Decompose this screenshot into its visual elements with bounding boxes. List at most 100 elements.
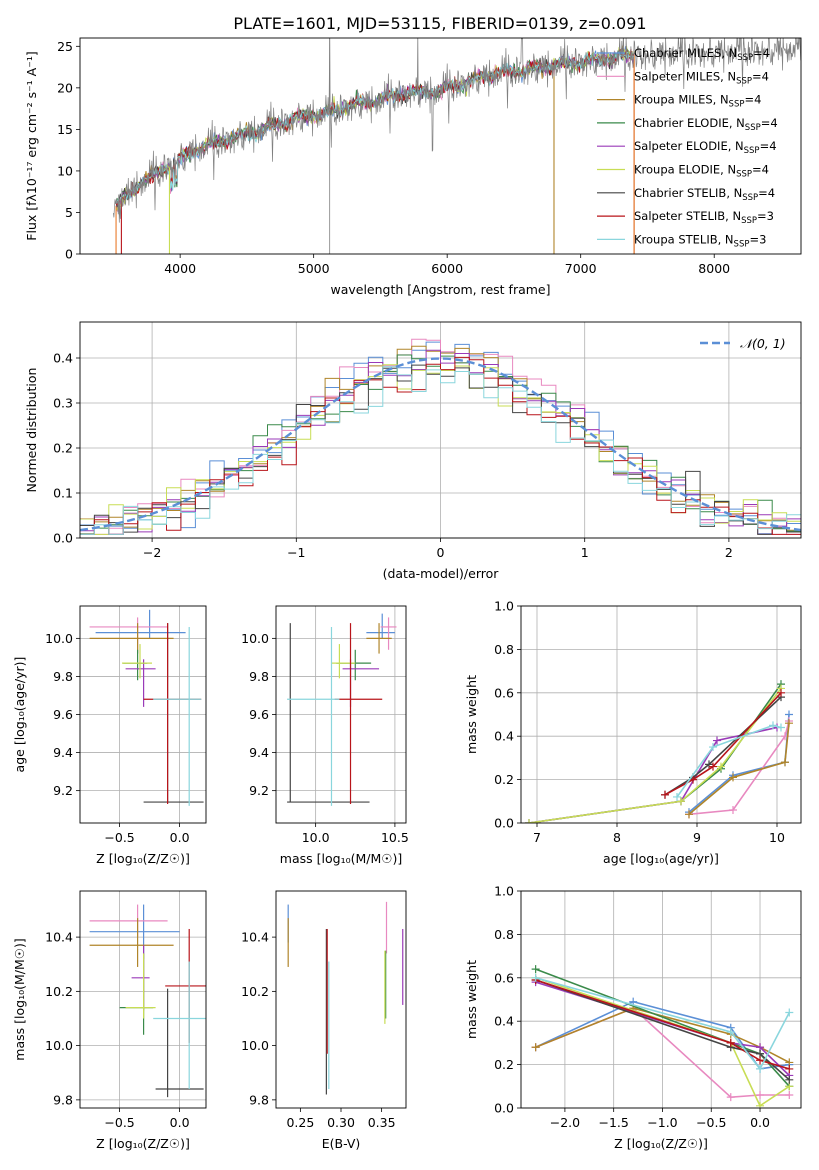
spectrum-ytick-label: 20 (57, 80, 73, 95)
massweight_vs_Z-xtick-label: −0.5 (696, 1115, 726, 1130)
spectrum-xtick-label: 5000 (298, 261, 330, 276)
age_vs_Z-ylabel: age [log₁₀(age/yr)] (12, 657, 27, 773)
age_vs_Z-ytick-label: 9.2 (53, 783, 73, 798)
massweight_vs_Z-frame (520, 890, 802, 1109)
mass_vs_Z-point-kroupa_elodie (125, 953, 156, 1019)
mass_vs_ebv-ytick-label: 10.2 (241, 984, 269, 999)
age_vs_mass-point-kroupa_elodie (331, 644, 356, 679)
residuals-ylabel: Normed distribution (24, 368, 39, 493)
massweight_vs_age-marker (777, 688, 785, 697)
massweight_vs_Z-marker (531, 973, 540, 982)
massweight_vs_age-line-kroupa_stelib (673, 721, 785, 801)
massweight_vs_age-marker (661, 790, 669, 799)
residuals-ytick-label: 0.0 (53, 531, 73, 546)
massweight_vs_age-marker (677, 797, 685, 806)
residuals-ytick-label: 0.2 (53, 441, 73, 456)
massweight_vs_Z-marker (785, 1090, 794, 1099)
massweight_vs_age-ytick-label: 0.2 (494, 772, 514, 787)
spectrum-observed-data (113, 38, 801, 223)
mass_vs_ebv-xtick-label: 0.25 (286, 1115, 314, 1130)
residuals-xlabel: (data-model)/error (383, 566, 500, 581)
age_vs_Z-point-chabrier_stelib (143, 623, 204, 803)
massweight_vs_Z-marker (785, 1075, 794, 1084)
mass_vs_Z-ytick-label: 10.2 (45, 984, 73, 999)
age_vs_mass-xtick-label: 10.0 (302, 830, 330, 845)
massweight_vs_age-marker (769, 721, 777, 730)
massweight_vs_age-marker (785, 719, 793, 728)
residual-hist-kroupa_stelib (80, 366, 801, 535)
massweight_vs_Z-marker (756, 1064, 765, 1073)
age_vs_mass-ytick-label: 9.6 (249, 707, 269, 722)
massweight_vs_age-marker (717, 762, 725, 771)
massweight_vs_Z-xtick-label: −2.0 (550, 1115, 580, 1130)
spectrum-ytick-label: 10 (57, 163, 73, 178)
legend-entry-kroupa_miles: Kroupa MILES, NSSP=4 (634, 93, 761, 110)
spectrum-ytick-label: 5 (65, 205, 73, 220)
massweight_vs_age-plot-area (525, 680, 793, 823)
age_vs_Z-point-chabrier_miles (95, 609, 186, 639)
massweight_vs_age-line-kroupa_miles (685, 719, 793, 819)
age_vs_Z-ytick-label: 9.4 (53, 745, 73, 760)
massweight_vs_Z-xlabel: Z [log₁₀(Z/Z☉)] (614, 1136, 708, 1151)
massweight_vs_Z-marker (726, 1038, 735, 1047)
residuals-plot-area (80, 338, 801, 535)
mass_vs_ebv-xtick-label: 0.30 (327, 1115, 355, 1130)
spectrum-legend: Chabrier MILES, NSSP=4 Salpeter MILES, NS… (597, 46, 778, 249)
massweight_vs_age-line-salpeter_stelib (661, 688, 785, 799)
spectrum-xtick-label: 6000 (431, 261, 463, 276)
mass_vs_ebv-frame (275, 890, 407, 1109)
residuals-xtick-label: 1 (581, 545, 589, 560)
massweight_vs_age-ylabel: mass weight (464, 675, 479, 754)
massweight_vs_age-marker (525, 819, 533, 823)
massweight_vs_Z-ylabel: mass weight (464, 960, 479, 1039)
age_vs_mass-plot-area (287, 613, 397, 806)
massweight_vs_Z-marker (726, 1093, 735, 1102)
mass_vs_Z-point-chabrier_miles (89, 904, 180, 959)
massweight_vs_age-xtick-label: 10 (769, 830, 785, 845)
massweight_vs_Z-marker (756, 1101, 765, 1108)
age_vs_mass-xlabel: mass [log₁₀(M/M☉)] (280, 851, 402, 866)
massweight_vs_Z-xtick-label: 0.0 (750, 1115, 770, 1130)
massweight_vs_Z-marker (531, 965, 540, 974)
age_vs_mass-panel: 10.0 10.5 9.2 9.4 9.6 9.8 10.0 mass [log₁₀(M/M☉… (241, 605, 409, 866)
massweight_vs_Z-ytick-label: 1.0 (494, 884, 514, 899)
age_vs_Z-plot-area (89, 609, 204, 806)
age_vs_Z-point-salpeter_miles (89, 617, 168, 650)
gauss-legend-label: 𝒩(0, 1) (740, 336, 786, 351)
mass_vs_Z-ytick-label: 10.0 (45, 1038, 73, 1053)
mass_vs_ebv-ytick-label: 10.4 (241, 930, 269, 945)
massweight_vs_age-marker (781, 758, 789, 767)
massweight_vs_age-marker (729, 773, 737, 782)
residuals-panel: −2 −1 0 1 2 0.0 0.1 0.2 0.3 0.4 (data-model)/error… (24, 321, 802, 581)
residuals-xtick-label: −1 (287, 545, 305, 560)
mass_vs_Z-xlabel: Z [log₁₀(Z/Z☉)] (96, 1136, 190, 1151)
spectrum-ytick-label: 25 (57, 39, 73, 54)
age_vs_mass-ytick-label: 9.2 (249, 783, 269, 798)
mass_vs_Z-point-salpeter_stelib (165, 928, 206, 1043)
legend-entry-kroupa_stelib: Kroupa STELIB, NSSP=3 (634, 232, 766, 249)
massweight_vs_age-panel: 7 8 9 10 0.0 0.2 0.4 0.6 0.8 1.0 age [log₁₀(age/yr… (464, 599, 802, 866)
residual-hist-salpeter_elodie (80, 349, 801, 535)
age_vs_Z-point-kroupa_miles (89, 623, 174, 654)
massweight_vs_age-marker (713, 736, 721, 745)
mass_vs_Z-frame (79, 890, 207, 1109)
spectrum-xlabel: wavelength [Angstrom, rest frame] (330, 282, 550, 297)
age_vs_mass-point-chabrier_stelib (287, 623, 370, 803)
spectrum-frame (79, 37, 802, 255)
massweight_vs_age-xtick-label: 8 (613, 830, 621, 845)
mass_vs_Z-ytick-label: 9.8 (53, 1092, 73, 1107)
mass_vs_Z-xtick-label: 0.0 (170, 1115, 190, 1130)
massweight_vs_age-ytick-label: 0.8 (494, 642, 514, 657)
mass_vs_ebv-xtick-label: 0.35 (368, 1115, 396, 1130)
mass_vs_Z-point-salpeter_elodie (131, 945, 150, 1011)
age_vs_mass-frame (275, 605, 407, 824)
massweight_vs_Z-line-kroupa_stelib (531, 973, 794, 1073)
spectrum-panel: 4000 5000 6000 7000 8000 0 5 10 15 20 25 wavelength… (24, 37, 802, 297)
age_vs_Z-point-salpeter_stelib (143, 623, 202, 804)
massweight_vs_Z-ytick-label: 0.2 (494, 1057, 514, 1072)
spectrum-ylabel: Flux [fλ10⁻¹⁷ erg cm⁻² s⁻¹ A⁻¹] (24, 51, 39, 240)
age_vs_mass-ytick-label: 9.8 (249, 669, 269, 684)
massweight_vs_Z-marker (756, 1056, 765, 1065)
age_vs_mass-ytick-label: 9.4 (249, 745, 269, 760)
